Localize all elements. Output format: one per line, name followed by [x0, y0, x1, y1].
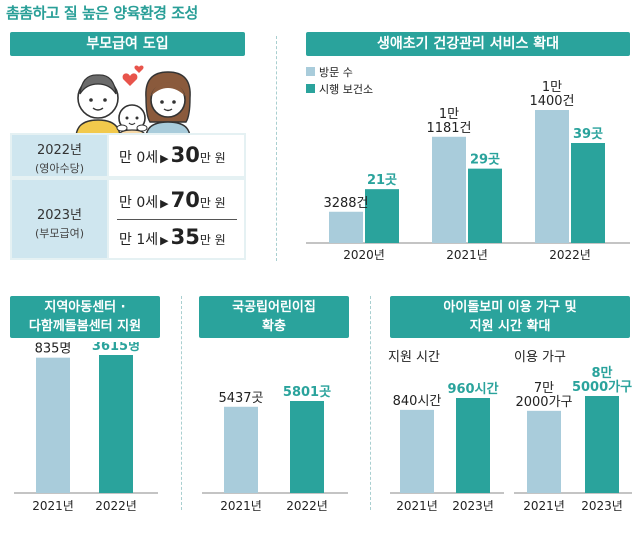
family-illustration — [75, 65, 191, 138]
legend-item: 시행 보건소 — [306, 81, 373, 98]
benefit-row-2023-year: 2023년 (부모급여) — [12, 180, 107, 258]
benefit-amount-line: 만 1세 ▶35만 원 — [119, 225, 226, 249]
arrow-right-icon: ▶ — [160, 197, 169, 210]
data-label: 1만 1181건 — [426, 107, 471, 136]
page-title: 촘촘하고 질 높은 양육환경 조성 — [6, 4, 198, 22]
benefit-year: 2023년 — [36, 208, 83, 223]
benefit-amount-line: 만 0세 ▶30만 원 — [119, 143, 226, 167]
bar — [224, 406, 258, 493]
benefit-name: (영아수당) — [34, 162, 85, 175]
legend-label: 방문 수 — [319, 66, 353, 79]
daycare-chart: 5437곳 2021년 5801곳 2022년 — [202, 385, 348, 513]
bar — [400, 409, 434, 493]
bar — [290, 401, 324, 493]
x-tick-label: 2022년 — [549, 248, 591, 262]
separator — [181, 296, 182, 510]
legend-swatch — [306, 84, 315, 93]
data-label: 840시간 — [393, 394, 442, 409]
benefit-row-2022-year: 2022년 (영아수당) — [12, 135, 107, 176]
subchart-title: 지원 시간 — [388, 350, 440, 365]
bar — [36, 357, 70, 493]
data-label: 7만 2000가구 — [515, 381, 572, 410]
bar-visits — [329, 211, 363, 243]
x-tick-label: 2021년 — [32, 499, 74, 513]
x-tick-label: 2023년 — [452, 499, 494, 513]
data-label: 5801곳 — [283, 385, 331, 400]
legend: 방문 수 시행 보건소 — [306, 64, 373, 98]
data-label: 21곳 — [367, 173, 397, 188]
benefit-amount: 70 — [170, 188, 200, 212]
data-label: 39곳 — [573, 127, 603, 142]
parent-benefit-header: 부모급여 도입 — [10, 32, 245, 56]
bar-visits — [432, 136, 466, 243]
x-tick-label: 2021년 — [396, 499, 438, 513]
data-label: 14만3615명 — [92, 342, 140, 354]
chart-title: 지역아동센터 · 다함께돌봄센터 지원 — [10, 296, 160, 338]
benefit-age: 만 1세 — [119, 232, 159, 248]
benefit-age: 만 0세 — [119, 150, 159, 166]
separator — [276, 36, 277, 261]
bar-centers — [365, 189, 399, 243]
x-tick-label: 2022년 — [286, 499, 328, 513]
data-label: 1만 1400건 — [529, 80, 574, 109]
x-tick-label: 2021년 — [220, 499, 262, 513]
separator — [370, 296, 371, 510]
benefit-unit: 만 원 — [199, 196, 226, 210]
bar-centers — [571, 143, 605, 243]
data-label: 3288건 — [323, 196, 368, 211]
x-tick-label: 2023년 — [581, 499, 623, 513]
benefit-amount: 30 — [170, 143, 200, 167]
benefit-amount: 35 — [170, 225, 200, 249]
benefit-row-2022-amounts: 만 0세 ▶30만 원 — [109, 135, 244, 176]
benefit-name: (부모급여) — [34, 227, 85, 240]
x-tick-label: 2022년 — [95, 499, 137, 513]
data-label: 960시간 — [447, 381, 498, 397]
bar-centers — [468, 168, 502, 243]
benefit-year: 2022년 — [36, 143, 83, 158]
households-chart: 7만 2000가구 2021년 8만 5000가구 2023년 — [514, 365, 632, 513]
bar — [585, 396, 619, 493]
benefit-unit: 만 원 — [199, 233, 226, 247]
benefit-row-2023-amounts: 만 0세 ▶70만 원 만 1세 ▶35만 원 — [109, 180, 244, 258]
benefit-amount-line: 만 0세 ▶70만 원 — [119, 188, 226, 212]
data-label: 8만 5000가구 — [572, 365, 632, 395]
legend-swatch — [306, 67, 315, 76]
support-hours-chart: 840시간 2021년 960시간 2023년 — [390, 381, 504, 513]
chart-title: 국공립어린이집 확충 — [199, 296, 349, 338]
chart-title: 아이돌보미 이용 가구 및 지원 시간 확대 — [390, 296, 630, 338]
data-label: 5437곳 — [218, 391, 263, 406]
bar-visits — [535, 110, 569, 243]
x-tick-label: 2021년 — [446, 248, 488, 262]
legend-label: 시행 보건소 — [319, 83, 374, 96]
heart-icon — [122, 73, 138, 86]
benefit-unit: 만 원 — [199, 151, 226, 165]
subchart-title: 이용 가구 — [514, 350, 566, 365]
benefit-age: 만 0세 — [119, 195, 159, 211]
x-tick-label: 2021년 — [523, 499, 565, 513]
chart-title: 생애초기 건강관리 서비스 확대 — [306, 32, 630, 56]
legend-item: 방문 수 — [306, 64, 373, 81]
arrow-right-icon: ▶ — [160, 152, 169, 165]
bar — [99, 355, 133, 493]
data-label: 14만835명 — [35, 342, 72, 357]
data-label: 29곳 — [470, 153, 500, 168]
postpartum-chart: 3288건 21곳 2020년 1만 1181건 29곳 2021년 1만 1400건 39곳 20… — [306, 80, 630, 262]
arrow-right-icon: ▶ — [160, 234, 169, 247]
divider — [117, 219, 237, 220]
x-tick-label: 2020년 — [343, 248, 385, 262]
heart-icon — [134, 65, 144, 73]
centers-chart: 14만835명 2021년 14만3615명 2022년 — [14, 342, 158, 513]
bar — [456, 398, 490, 493]
bar — [527, 410, 561, 493]
